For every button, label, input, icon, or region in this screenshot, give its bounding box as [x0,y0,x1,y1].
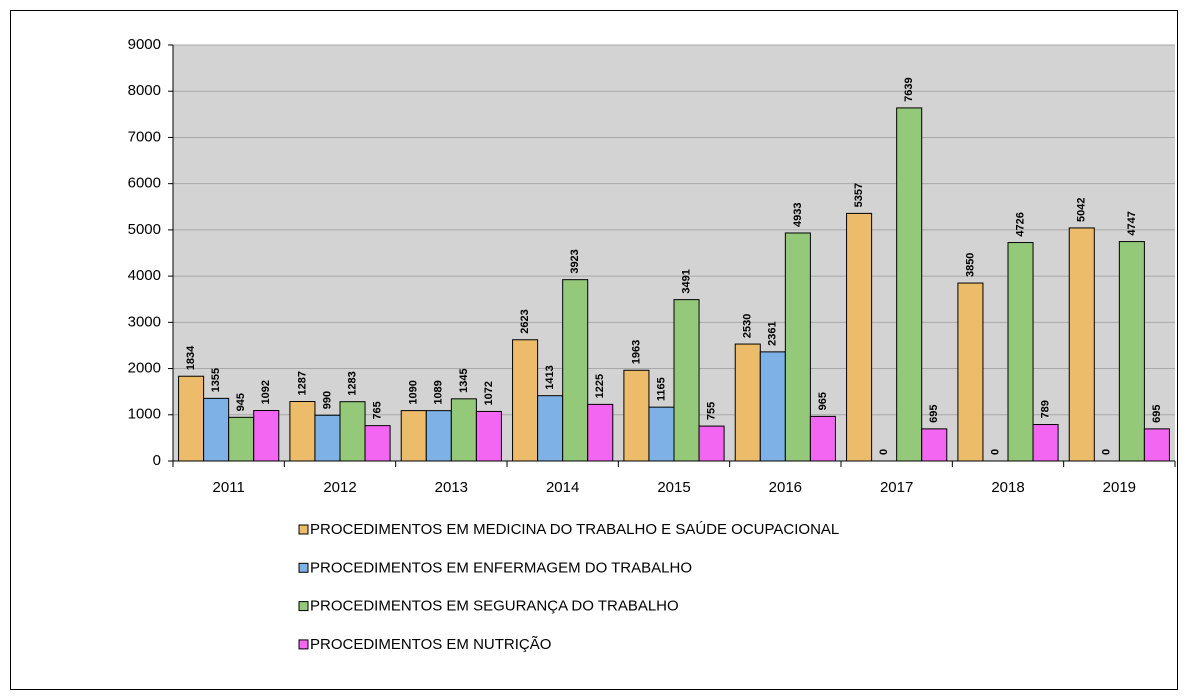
x-tick-label: 2013 [435,479,468,496]
x-tick-label: 2018 [991,479,1024,496]
bar [1143,428,1170,462]
bar [698,425,725,462]
bar [450,398,477,462]
x-tick-label: 2014 [546,479,579,496]
y-tick-label: 9000 [128,36,161,53]
value-label: 4933 [792,203,804,227]
bar [957,282,984,462]
bar [1068,227,1095,462]
value-label: 2361 [767,321,779,345]
value-label: 1834 [185,345,197,370]
value-label: 3850 [964,253,976,277]
bar [228,416,255,462]
y-tick-label: 8000 [128,82,161,99]
x-tick-label: 2019 [1103,479,1136,496]
y-tick-label: 2000 [128,360,161,377]
bar [537,395,564,462]
x-tick-label: 2017 [880,479,913,496]
value-label: 3491 [680,269,692,293]
value-label: 990 [321,391,333,409]
value-label: 5042 [1076,197,1088,221]
y-tick-label: 5000 [128,221,161,238]
bar [400,410,427,462]
bar [1007,242,1034,462]
y-tick-label: 1000 [128,406,161,423]
bar [921,428,948,462]
value-label: 765 [371,401,383,419]
value-label: 1287 [296,371,308,395]
value-label: 965 [817,392,829,410]
value-label: 1165 [655,377,667,401]
y-tick-label: 6000 [128,175,161,192]
bar [809,415,836,462]
bar [339,401,366,462]
bar [673,299,700,462]
legend-swatch [298,639,309,650]
bar [364,425,391,462]
value-label: 1283 [346,371,358,395]
value-label: 695 [928,405,940,423]
x-tick-label: 2011 [213,479,245,496]
value-label: 0 [989,449,1001,455]
value-label: 789 [1039,400,1051,418]
bar [896,107,923,462]
bar [784,232,811,462]
bar [587,403,614,462]
value-label: 4726 [1014,212,1026,236]
bar [648,406,675,462]
value-label: 0 [878,449,890,455]
value-label: 1225 [594,374,606,398]
bar [178,375,205,462]
value-label: 1072 [483,381,495,405]
bar [289,401,316,462]
value-label: 3923 [569,249,581,273]
legend-swatch [298,562,309,573]
value-label: 945 [235,393,247,411]
bar [203,397,230,462]
value-label: 7639 [903,77,915,101]
x-tick-label: 2015 [657,479,690,496]
bar [734,343,761,462]
value-label: 1345 [458,368,470,392]
legend-label: PROCEDIMENTOS EM ENFERMAGEM DO TRABALHO [310,559,692,576]
value-label: 1089 [433,380,445,404]
bar [759,351,786,462]
x-tick-label: 2012 [323,479,356,496]
x-tick-label: 2016 [769,479,802,496]
value-label: 2623 [519,309,531,333]
value-label: 1963 [630,340,642,364]
bar [846,212,873,462]
y-tick-label: 4000 [128,267,161,284]
y-tick-label: 7000 [128,128,161,145]
legend-swatch [298,524,309,535]
bar [475,410,502,462]
value-label: 1092 [260,380,272,404]
bar [1118,241,1145,462]
value-label: 695 [1151,405,1163,423]
legend-label: PROCEDIMENTOS EM MEDICINA DO TRABALHO E … [310,521,839,538]
legend-swatch [298,601,309,612]
value-label: 1090 [408,380,420,404]
value-label: 5357 [853,183,865,207]
bar [512,339,539,462]
bar [562,279,589,462]
legend-label: PROCEDIMENTOS EM SEGURANÇA DO TRABALHO [310,598,679,615]
value-label: 1355 [210,368,222,392]
bar [1032,424,1059,462]
y-tick-label: 3000 [128,313,161,330]
value-label: 755 [705,402,717,420]
value-label: 4747 [1126,211,1138,235]
bar [314,414,341,462]
value-label: 0 [1101,449,1113,455]
bar [623,369,650,462]
y-tick-label: 0 [153,452,161,469]
bar [253,410,280,462]
legend-label: PROCEDIMENTOS EM NUTRIÇÃO [310,636,551,653]
value-label: 1413 [544,365,556,389]
bar [425,410,452,462]
value-label: 2530 [742,314,754,338]
